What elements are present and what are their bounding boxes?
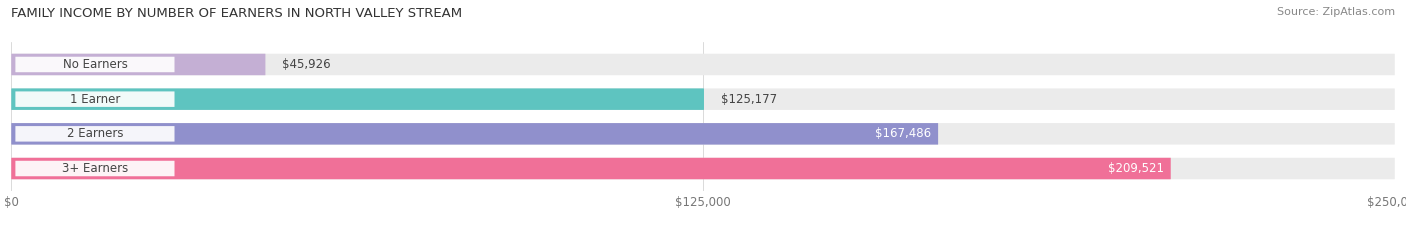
Text: FAMILY INCOME BY NUMBER OF EARNERS IN NORTH VALLEY STREAM: FAMILY INCOME BY NUMBER OF EARNERS IN NO… (11, 7, 463, 20)
FancyBboxPatch shape (11, 88, 704, 110)
FancyBboxPatch shape (11, 54, 1395, 75)
Text: 1 Earner: 1 Earner (70, 93, 120, 106)
Text: $167,486: $167,486 (875, 127, 931, 140)
FancyBboxPatch shape (15, 91, 174, 107)
Text: $125,177: $125,177 (721, 93, 776, 106)
FancyBboxPatch shape (15, 57, 174, 72)
Text: Source: ZipAtlas.com: Source: ZipAtlas.com (1277, 7, 1395, 17)
FancyBboxPatch shape (11, 123, 938, 145)
FancyBboxPatch shape (15, 161, 174, 176)
Text: No Earners: No Earners (62, 58, 128, 71)
FancyBboxPatch shape (11, 54, 266, 75)
Text: 3+ Earners: 3+ Earners (62, 162, 128, 175)
Text: $45,926: $45,926 (283, 58, 330, 71)
Text: $209,521: $209,521 (1108, 162, 1164, 175)
FancyBboxPatch shape (11, 158, 1171, 179)
FancyBboxPatch shape (15, 126, 174, 142)
FancyBboxPatch shape (11, 88, 1395, 110)
FancyBboxPatch shape (11, 158, 1395, 179)
FancyBboxPatch shape (11, 123, 1395, 145)
Text: 2 Earners: 2 Earners (66, 127, 124, 140)
